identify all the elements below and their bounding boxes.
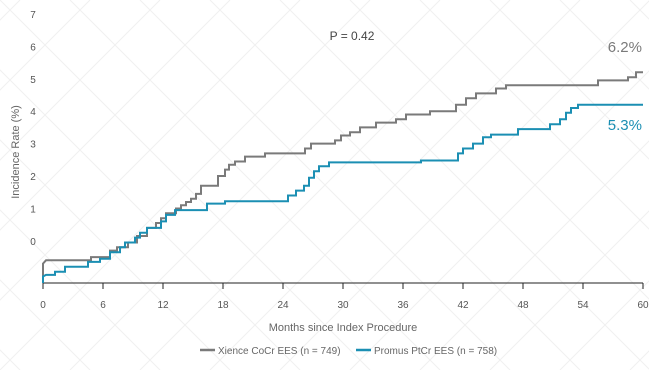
y-tick-label: 3 xyxy=(30,140,36,151)
y-tick-label: 4 xyxy=(30,107,36,118)
x-tick-label: 18 xyxy=(217,300,229,311)
watermark-line xyxy=(489,210,649,370)
x-tick-label: 42 xyxy=(457,300,469,311)
x-axis-title: Months since Index Procedure xyxy=(269,322,418,334)
watermark-line xyxy=(139,0,511,370)
watermark-line xyxy=(0,0,161,161)
x-tick-label: 0 xyxy=(40,300,46,311)
x-tick-label: 54 xyxy=(577,300,589,311)
x-tick-label: 48 xyxy=(517,300,529,311)
watermark-line xyxy=(0,209,161,370)
y-tick-label: 6 xyxy=(30,42,36,53)
series-line-promus xyxy=(42,103,643,283)
x-tick-label: 12 xyxy=(157,300,169,311)
watermark-line xyxy=(0,279,91,370)
y-tick-label: 1 xyxy=(30,204,36,215)
x-tick-label: 36 xyxy=(397,300,409,311)
x-tick-label: 24 xyxy=(277,300,289,311)
watermark-line xyxy=(0,0,91,91)
p-value-annotation: P = 0.42 xyxy=(330,29,375,43)
watermark-line xyxy=(0,139,231,370)
watermark-line xyxy=(0,0,371,370)
watermark-line xyxy=(349,0,649,300)
legend-label-xience: Xience CoCr EES (n = 749) xyxy=(218,346,341,357)
watermark-line xyxy=(69,0,441,370)
y-axis-ticks: 0 1 2 3 4 5 6 7 xyxy=(30,10,36,248)
y-tick-label: 7 xyxy=(30,10,36,21)
watermark-line xyxy=(279,0,649,370)
end-labels: 6.2% 5.3% xyxy=(608,39,642,134)
x-tick-label: 6 xyxy=(100,300,106,311)
watermark-line xyxy=(559,280,649,370)
series-line-xience xyxy=(42,71,643,283)
y-tick-label: 5 xyxy=(30,75,36,86)
series-lines xyxy=(42,71,643,283)
y-tick-label: 0 xyxy=(30,237,36,248)
y-axis-title: Incidence Rate (%) xyxy=(10,105,22,199)
x-tick-label: 60 xyxy=(637,300,649,311)
watermark-line xyxy=(489,0,649,160)
y-tick-label: 2 xyxy=(30,172,36,183)
x-tick-label: 30 xyxy=(337,300,349,311)
end-label-xience: 6.2% xyxy=(608,39,642,56)
legend: Xience CoCr EES (n = 749) Promus PtCr EE… xyxy=(200,346,497,357)
watermark-line xyxy=(209,0,581,370)
x-axis-ticks: 0 6 12 18 24 30 36 42 48 54 60 xyxy=(40,283,649,311)
legend-label-promus: Promus PtCr EES (n = 758) xyxy=(374,346,497,357)
watermark-line xyxy=(0,69,301,370)
watermark-line xyxy=(419,0,649,230)
watermark-line xyxy=(559,0,649,90)
end-label-promus: 5.3% xyxy=(608,117,642,134)
